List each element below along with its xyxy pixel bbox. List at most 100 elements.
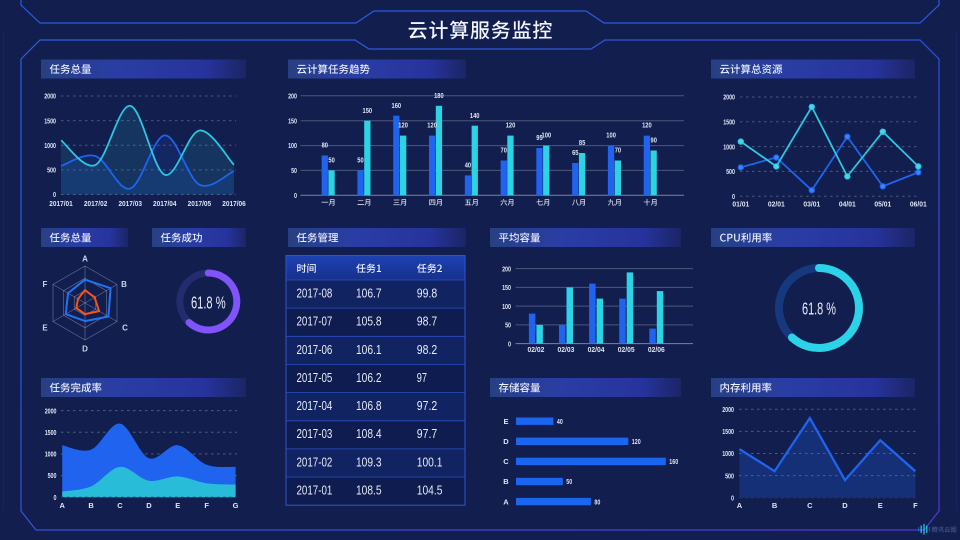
svg-text:E: E [175,501,180,510]
svg-text:99.8: 99.8 [417,286,437,301]
svg-text:50: 50 [328,156,334,165]
svg-text:40: 40 [465,161,471,170]
svg-text:0: 0 [53,190,56,199]
svg-text:0: 0 [294,191,297,200]
svg-text:160: 160 [392,101,402,110]
svg-text:B: B [121,280,127,289]
svg-text:06/01: 06/01 [910,199,927,208]
svg-text:C: C [122,324,128,333]
svg-text:0: 0 [54,493,57,502]
svg-text:1000: 1000 [722,449,734,458]
svg-text:100: 100 [542,131,552,140]
svg-text:108.4: 108.4 [356,426,382,441]
svg-text:61.8 %: 61.8 % [802,298,836,318]
svg-text:D: D [503,437,509,446]
svg-text:04/01: 04/01 [839,199,856,208]
svg-text:50: 50 [291,166,297,175]
svg-text:95: 95 [536,133,542,142]
svg-text:40: 40 [557,417,563,426]
svg-text:2017-01: 2017-01 [297,483,333,498]
svg-text:85: 85 [579,138,585,147]
svg-text:2017/06: 2017/06 [222,199,246,208]
svg-text:1500: 1500 [45,428,57,437]
svg-text:100: 100 [502,302,511,311]
svg-text:61.8 %: 61.8 % [191,293,226,313]
svg-text:03/01: 03/01 [803,199,820,208]
svg-text:500: 500 [725,471,734,480]
svg-text:F: F [913,501,918,510]
svg-text:G: G [233,501,239,510]
svg-text:1000: 1000 [45,450,57,459]
svg-text:150: 150 [288,116,297,125]
svg-text:D: D [842,501,848,510]
svg-text:2017-05: 2017-05 [297,370,333,385]
svg-text:500: 500 [726,167,735,176]
svg-text:106.2: 106.2 [356,370,382,385]
svg-text:2017-07: 2017-07 [297,314,333,329]
svg-text:2017/05: 2017/05 [188,199,212,208]
svg-text:80: 80 [594,497,600,506]
svg-text:120: 120 [642,121,652,130]
svg-text:B: B [88,501,94,510]
svg-text:01/01: 01/01 [732,199,749,208]
svg-text:2017-08: 2017-08 [297,286,333,301]
svg-text:500: 500 [47,166,56,175]
svg-text:98.2: 98.2 [417,342,437,357]
svg-text:2017-03: 2017-03 [297,426,333,441]
svg-text:2017/01: 2017/01 [49,199,73,208]
svg-text:E: E [878,501,883,510]
svg-text:100.1: 100.1 [417,454,443,469]
svg-text:104.5: 104.5 [417,483,443,498]
svg-text:D: D [82,345,88,354]
svg-text:70: 70 [501,146,507,155]
svg-text:1500: 1500 [44,116,56,125]
svg-text:50: 50 [505,321,511,330]
svg-text:D: D [146,501,152,510]
svg-text:98.7: 98.7 [417,314,437,329]
svg-text:2000: 2000 [723,93,735,102]
svg-text:A: A [737,501,743,510]
svg-text:50: 50 [357,156,363,165]
svg-text:C: C [503,457,509,466]
svg-text:05/01: 05/01 [874,199,891,208]
svg-text:200: 200 [502,264,511,273]
svg-text:A: A [59,501,65,510]
svg-text:50: 50 [566,477,572,486]
svg-text:1000: 1000 [44,141,56,150]
svg-text:2017-06: 2017-06 [297,342,333,357]
svg-text:02/06: 02/06 [648,345,665,354]
svg-text:E: E [42,324,48,333]
svg-text:2017/03: 2017/03 [118,199,142,208]
svg-text:150: 150 [363,106,373,115]
svg-text:F: F [204,501,209,510]
svg-text:B: B [772,501,778,510]
svg-text:120: 120 [632,437,641,446]
svg-text:0: 0 [508,339,511,348]
svg-text:02/01: 02/01 [768,199,785,208]
svg-text:105.8: 105.8 [356,314,382,329]
svg-text:90: 90 [651,136,657,145]
svg-text:B: B [503,477,509,486]
svg-text:A: A [82,255,88,264]
svg-text:100: 100 [606,131,616,140]
svg-text:140: 140 [470,111,480,120]
svg-text:2017/04: 2017/04 [153,199,177,208]
svg-text:02/04: 02/04 [588,345,606,354]
svg-text:200: 200 [288,92,297,101]
svg-text:02/05: 02/05 [618,345,635,354]
svg-text:120: 120 [506,121,516,130]
svg-text:2017-04: 2017-04 [297,398,333,413]
svg-text:160: 160 [669,457,678,466]
svg-text:1500: 1500 [722,427,734,436]
svg-text:500: 500 [48,471,57,480]
svg-text:A: A [503,497,509,506]
svg-text:F: F [43,280,48,289]
svg-text:0: 0 [732,192,735,201]
svg-text:0: 0 [731,494,734,503]
svg-text:C: C [117,501,123,510]
svg-text:97.2: 97.2 [417,398,437,413]
svg-text:109.3: 109.3 [356,454,382,469]
svg-text:02/02: 02/02 [527,345,544,354]
svg-text:02/03: 02/03 [558,345,575,354]
svg-text:180: 180 [434,91,444,100]
